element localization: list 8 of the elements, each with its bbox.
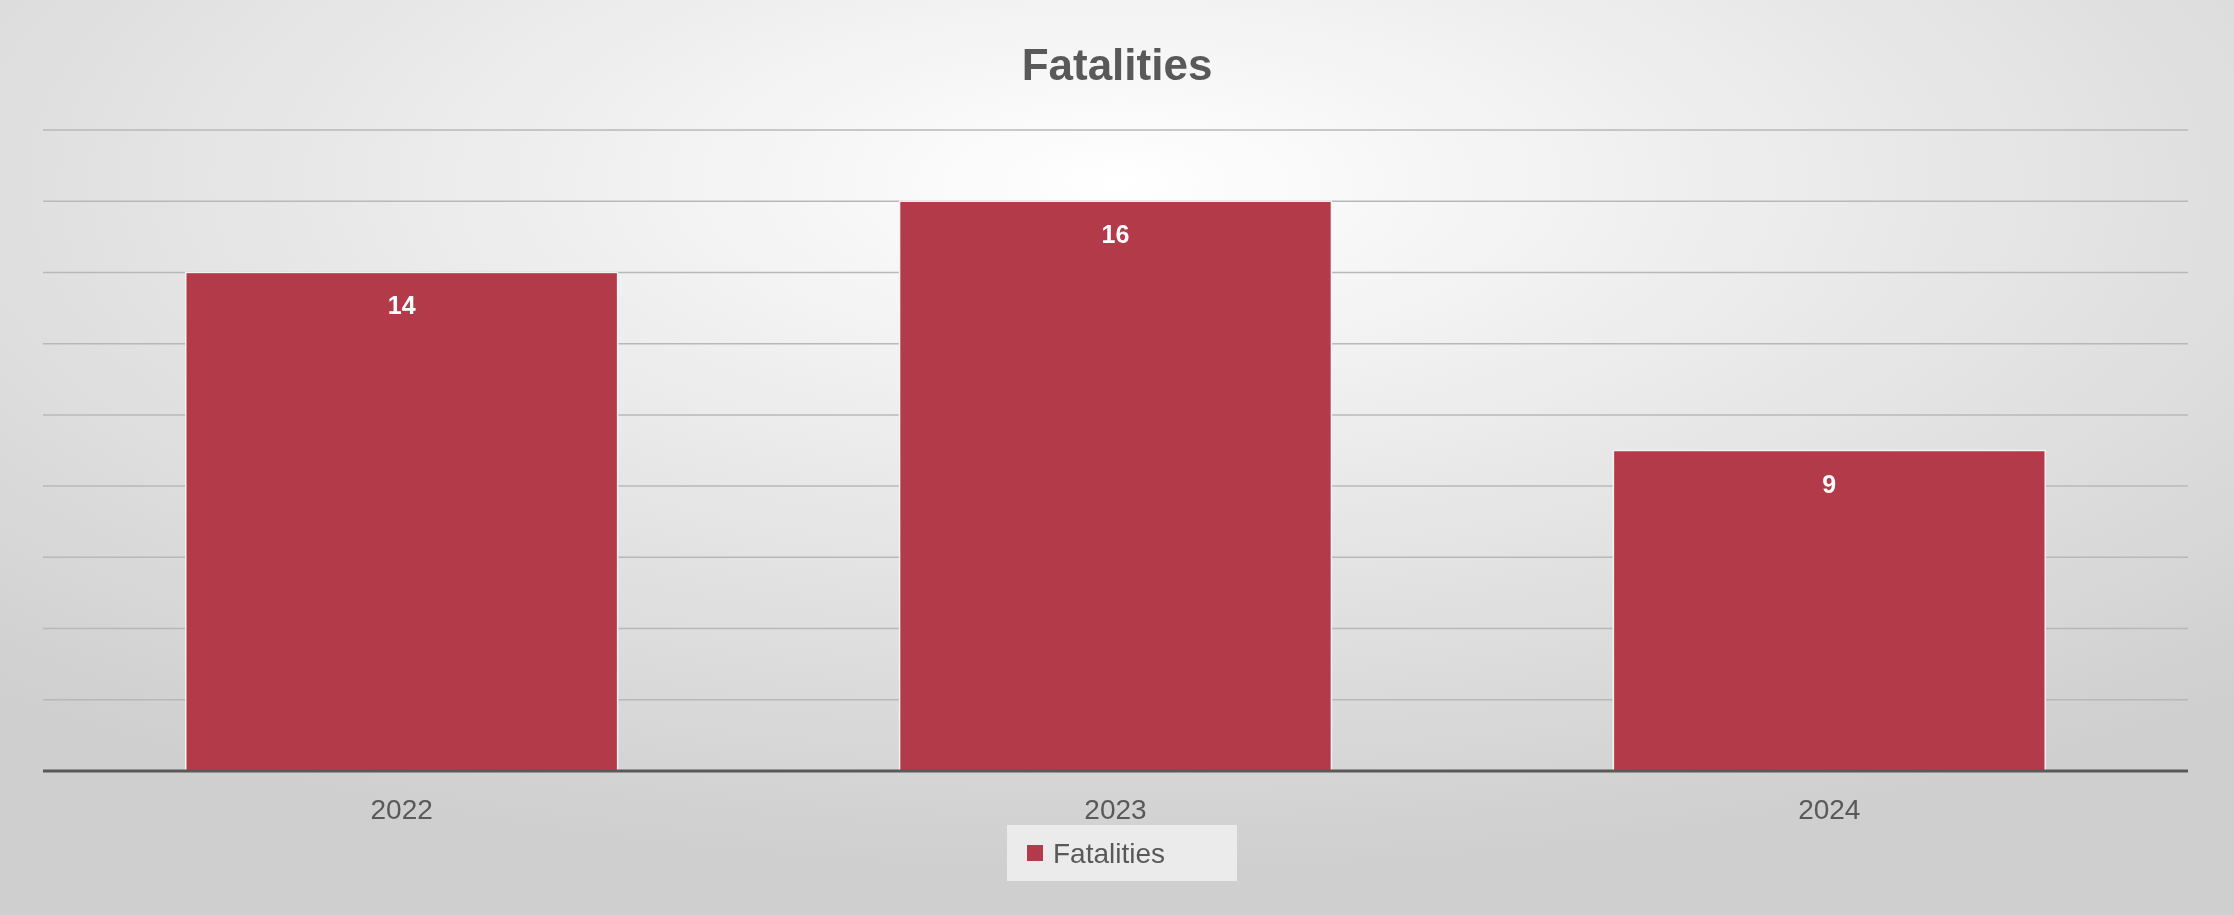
x-tick-label: 2022	[370, 794, 433, 825]
data-label: 9	[1822, 469, 1837, 498]
data-label: 14	[387, 291, 416, 320]
x-tick-label: 2024	[1798, 794, 1861, 825]
data-label: 16	[1101, 220, 1130, 249]
text: Fatalities	[1053, 838, 1166, 869]
chart-title: Fatalities	[1021, 40, 1213, 89]
x-tick-label: 2023	[1084, 794, 1147, 825]
